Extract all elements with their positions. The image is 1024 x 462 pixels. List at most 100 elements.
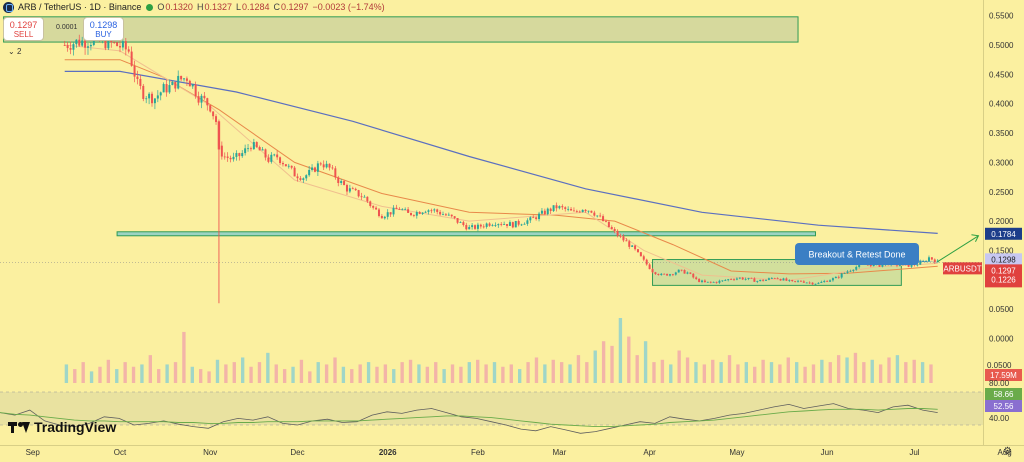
tradingview-logo[interactable]: TradingView bbox=[8, 419, 116, 435]
candle-body bbox=[459, 222, 462, 223]
volume-bar bbox=[736, 364, 740, 383]
buy-button[interactable]: 0.1298 BUY bbox=[83, 17, 124, 41]
volume-bar bbox=[559, 362, 564, 383]
volume-bar bbox=[140, 364, 144, 383]
candle-body bbox=[223, 156, 226, 158]
candle-body bbox=[523, 223, 526, 225]
volume-bar bbox=[509, 364, 513, 383]
chevron-down-icon: ⌄ bbox=[8, 47, 15, 56]
candle-body bbox=[281, 162, 284, 165]
volume-bar bbox=[727, 355, 732, 383]
candle-body bbox=[683, 270, 686, 274]
volume-bar bbox=[660, 359, 665, 383]
candle-body bbox=[130, 51, 133, 66]
time-axis-tick: Aug bbox=[998, 448, 1012, 457]
volume-bar bbox=[568, 364, 572, 383]
time-axis-tick: Dec bbox=[290, 448, 304, 457]
candle-body bbox=[607, 221, 610, 228]
candle-body bbox=[392, 207, 395, 215]
candle-body bbox=[238, 153, 241, 157]
candle-body bbox=[116, 42, 119, 47]
candle-body bbox=[453, 216, 456, 219]
candle-body bbox=[776, 278, 779, 280]
volume-bar bbox=[249, 366, 253, 383]
price-axis-tick: 0.5500 bbox=[989, 12, 1014, 21]
candle-body bbox=[75, 39, 78, 45]
candle-body bbox=[180, 75, 183, 80]
candle-body bbox=[843, 272, 846, 274]
volume-bar bbox=[711, 359, 715, 383]
candle-body bbox=[325, 163, 328, 168]
candle-body bbox=[503, 224, 506, 225]
candle-body bbox=[261, 149, 264, 151]
sell-label: SELL bbox=[13, 30, 34, 39]
volume-bar bbox=[282, 369, 287, 383]
candle-body bbox=[430, 210, 433, 212]
symbol-name[interactable]: ARB / TetherUS · 1D · Binance bbox=[18, 2, 142, 12]
candle-body bbox=[334, 168, 337, 178]
open-label: O bbox=[157, 2, 165, 12]
candle-body bbox=[508, 222, 511, 226]
rsi-ma-line bbox=[0, 408, 938, 428]
price-axis-tick: 0.4500 bbox=[989, 70, 1014, 79]
candle-body bbox=[744, 278, 747, 280]
candle-body bbox=[517, 220, 520, 225]
candle-body bbox=[206, 98, 209, 106]
candle-body bbox=[235, 153, 238, 157]
volume-bar bbox=[215, 359, 220, 383]
support-line bbox=[116, 231, 816, 237]
candle-body bbox=[715, 281, 718, 283]
candle-body bbox=[171, 81, 174, 86]
sell-button[interactable]: 0.1297 SELL bbox=[3, 17, 44, 41]
volume-bar bbox=[64, 364, 69, 383]
candle-body bbox=[194, 84, 197, 97]
price-axis-tick: 0.3000 bbox=[989, 158, 1014, 167]
time-axis-tick: Mar bbox=[553, 448, 567, 457]
volume-bar bbox=[912, 359, 916, 383]
candle-body bbox=[354, 188, 357, 191]
candle-body bbox=[657, 274, 660, 275]
ma-slow-line bbox=[64, 70, 938, 234]
candle-body bbox=[753, 278, 756, 282]
candle-body bbox=[84, 40, 87, 48]
volume-bar bbox=[358, 364, 362, 383]
volume-bar bbox=[408, 359, 413, 383]
breakout-arrow-line bbox=[937, 235, 979, 263]
candle-body bbox=[846, 271, 849, 273]
candle-body bbox=[313, 167, 316, 172]
candle-body bbox=[555, 205, 558, 209]
candle-body bbox=[898, 265, 901, 266]
candle-body bbox=[183, 78, 186, 80]
price-axis-tick: 0.0500 bbox=[989, 305, 1014, 314]
time-axis-tick: 2026 bbox=[379, 448, 397, 457]
candle-body bbox=[258, 147, 261, 151]
candle-body bbox=[107, 37, 110, 49]
candle-body bbox=[290, 165, 293, 168]
volume-bar bbox=[425, 366, 430, 383]
candle-body bbox=[377, 209, 380, 217]
volume-bar bbox=[266, 352, 270, 383]
candle-body bbox=[252, 142, 255, 150]
candle-body bbox=[703, 280, 706, 283]
tradingview-wordmark: TradingView bbox=[34, 419, 117, 435]
candle-body bbox=[529, 217, 532, 221]
volume-bar bbox=[828, 362, 832, 383]
candle-body bbox=[142, 85, 145, 99]
candle-body bbox=[485, 223, 488, 227]
candle-body bbox=[933, 259, 936, 263]
gear-icon[interactable]: ⚙ bbox=[1003, 446, 1012, 457]
candle-body bbox=[773, 278, 776, 279]
candle-body bbox=[546, 208, 549, 215]
volume-bar bbox=[795, 362, 799, 383]
volume-bar bbox=[576, 355, 581, 383]
candle-body bbox=[596, 215, 599, 217]
candle-body bbox=[922, 261, 925, 263]
volume-bar bbox=[534, 357, 539, 383]
indicator-toggle[interactable]: ⌄ 2 bbox=[8, 47, 21, 56]
candle-body bbox=[506, 224, 509, 226]
candle-body bbox=[244, 148, 247, 154]
volume-bar bbox=[383, 364, 388, 383]
candle-body bbox=[910, 263, 913, 267]
